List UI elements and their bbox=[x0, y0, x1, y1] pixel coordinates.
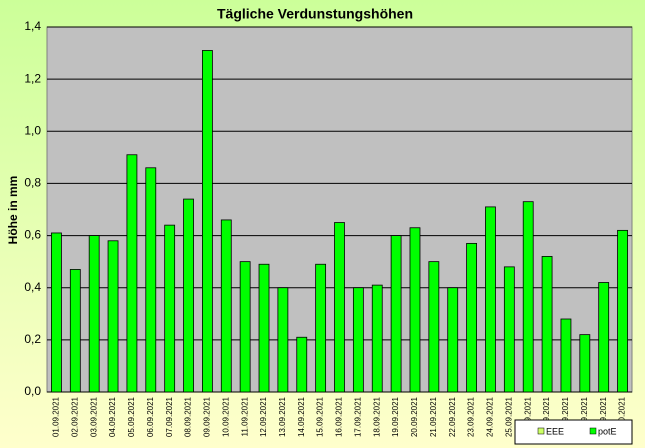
x-tick-label: 01.09.2021 bbox=[52, 396, 61, 437]
legend-marker bbox=[537, 427, 545, 435]
bar bbox=[220, 219, 232, 393]
x-tick-label: 12.09.2021 bbox=[259, 396, 268, 437]
bar bbox=[598, 282, 610, 393]
bar bbox=[51, 232, 62, 393]
bar bbox=[296, 336, 308, 393]
bar bbox=[503, 266, 515, 393]
x-tick-label: 17.09.2021 bbox=[353, 396, 362, 437]
y-tick-label: 0,0 bbox=[24, 384, 41, 398]
x-tick-label: 29.09.2021 bbox=[580, 396, 589, 437]
y-tick-label: 0,8 bbox=[24, 176, 41, 190]
bar bbox=[617, 229, 628, 393]
x-tick-label: 27.09.2021 bbox=[542, 396, 551, 437]
y-tick-label: 1,2 bbox=[24, 71, 41, 85]
y-tick-label: 1,0 bbox=[24, 123, 41, 137]
x-tick-label: 03.09.2021 bbox=[89, 396, 98, 437]
bar bbox=[239, 261, 251, 393]
y-tick-label: 0,4 bbox=[24, 280, 41, 294]
x-tick-label: 21.09.2021 bbox=[429, 396, 438, 437]
bar bbox=[107, 240, 119, 393]
bar bbox=[409, 227, 421, 393]
x-tick-label: 16.09.2021 bbox=[335, 396, 344, 437]
bar bbox=[315, 263, 327, 393]
bar bbox=[183, 198, 194, 393]
x-tick-label: 06.09.2021 bbox=[146, 396, 155, 437]
x-tick-label: 11.09.2021 bbox=[240, 396, 249, 436]
x-tick-label: 01.10.2021 bbox=[618, 396, 627, 437]
bar bbox=[447, 287, 459, 393]
x-tick-label: 04.09.2021 bbox=[108, 396, 117, 437]
x-tick-label: 28.09.2021 bbox=[561, 396, 570, 437]
x-tick-label: 30.09.2021 bbox=[599, 396, 608, 437]
bar bbox=[258, 263, 270, 393]
x-tick-label: 07.09.2021 bbox=[165, 396, 174, 437]
x-tick-label: 02.09.2021 bbox=[70, 396, 79, 437]
bar bbox=[560, 318, 572, 393]
x-tick-label: 08.09.2021 bbox=[184, 396, 193, 437]
x-tick-label: 14.09.2021 bbox=[297, 396, 306, 437]
bar bbox=[126, 154, 138, 393]
legend-label: EEE bbox=[546, 426, 564, 436]
y-axis-label: Höhe in mm bbox=[6, 176, 20, 245]
bar bbox=[334, 222, 345, 393]
bar bbox=[579, 334, 591, 393]
legend-label: potE bbox=[598, 426, 617, 436]
bar bbox=[202, 50, 213, 393]
y-tick-label: 0,2 bbox=[24, 332, 41, 346]
chart-title: Tägliche Verdunstungshöhen bbox=[217, 6, 413, 22]
x-tick-label: 22.09.2021 bbox=[448, 396, 457, 437]
bar bbox=[277, 287, 289, 393]
bar bbox=[466, 242, 477, 393]
bar bbox=[352, 287, 364, 393]
bar bbox=[390, 235, 402, 393]
bar bbox=[485, 206, 496, 393]
legend-box bbox=[514, 419, 633, 445]
x-tick-label: 05.09.2021 bbox=[127, 396, 136, 437]
legend-marker bbox=[589, 427, 597, 435]
bar bbox=[88, 235, 100, 393]
x-tick-label: 10.09.2021 bbox=[221, 396, 230, 437]
x-tick-label: 15.09.2021 bbox=[316, 396, 325, 437]
x-tick-label: 26.09.2021 bbox=[523, 396, 532, 437]
bar bbox=[69, 269, 81, 393]
bar bbox=[541, 256, 553, 393]
x-tick-label: 18.09.2021 bbox=[372, 396, 381, 437]
bar bbox=[522, 201, 534, 393]
bar bbox=[164, 224, 176, 393]
x-tick-label: 13.09.2021 bbox=[278, 396, 287, 437]
x-tick-label: 23.09.2021 bbox=[467, 396, 476, 437]
x-tick-label: 20.09.2021 bbox=[410, 396, 419, 437]
x-tick-label: 24.09.2021 bbox=[486, 396, 495, 437]
x-tick-label: 09.09.2021 bbox=[203, 396, 212, 437]
bar bbox=[371, 284, 383, 393]
y-tick-label: 0,6 bbox=[24, 228, 41, 242]
bar bbox=[145, 167, 157, 393]
y-tick-label: 1,4 bbox=[24, 19, 41, 33]
x-tick-label: 25.09.2021 bbox=[504, 396, 513, 437]
bar bbox=[428, 261, 440, 393]
x-tick-label: 19.09.2021 bbox=[391, 396, 400, 437]
